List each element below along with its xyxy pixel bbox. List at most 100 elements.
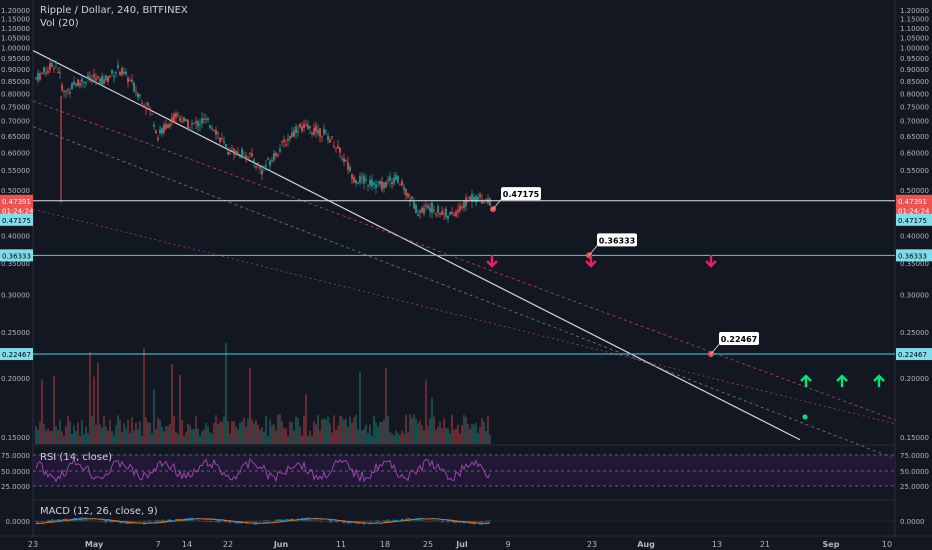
- volume-bar: [387, 415, 389, 444]
- volume-bar: [43, 423, 45, 444]
- candle-body: [465, 197, 467, 207]
- candle-body: [99, 78, 101, 84]
- candle-body: [319, 128, 321, 137]
- volume-bar: [479, 426, 481, 444]
- macd-histogram-bar: [471, 521, 473, 522]
- candle-body: [267, 158, 269, 160]
- macd-histogram-bar: [369, 521, 371, 523]
- macd-histogram-bar: [253, 521, 255, 523]
- volume-bar: [455, 428, 457, 444]
- macd-histogram-bar: [79, 519, 81, 522]
- candle-body: [463, 200, 465, 209]
- trend-lines[interactable]: [32, 50, 896, 460]
- volume-bar: [337, 425, 339, 444]
- candle-body: [245, 155, 247, 159]
- volume-bar: [205, 422, 207, 444]
- rsi-tick: 25.0000: [900, 483, 929, 491]
- candle-body: [65, 90, 67, 93]
- candle-body: [213, 129, 215, 132]
- candle-body: [317, 130, 319, 134]
- macd-histogram-bar: [335, 521, 337, 523]
- candle-body: [385, 181, 387, 188]
- volume-bar: [83, 434, 85, 444]
- volume-bar: [297, 417, 299, 444]
- macd-histogram-bar: [259, 520, 261, 522]
- macd-histogram-bar: [451, 521, 453, 523]
- volume-bar: [431, 397, 433, 444]
- volume-bar: [421, 425, 423, 444]
- macd-histogram-bar: [83, 520, 85, 522]
- volume-bar: [79, 435, 81, 444]
- candle-body: [279, 148, 281, 152]
- volume-bar: [423, 430, 425, 444]
- volume-bar: [199, 435, 201, 444]
- volume-bar: [133, 430, 135, 444]
- macd-histogram-bar: [425, 521, 427, 522]
- level-lines[interactable]: [33, 200, 895, 355]
- macd-histogram-bar: [235, 521, 237, 524]
- macd-histogram-bar: [435, 521, 437, 522]
- volume-bar: [49, 430, 51, 444]
- candle-body: [405, 188, 407, 196]
- candle-body: [475, 195, 477, 203]
- volume-bar: [109, 419, 111, 444]
- time-tick: 7: [155, 540, 160, 549]
- volume-bar: [65, 425, 67, 444]
- price-tick-left: 0.75000: [1, 104, 30, 112]
- time-tick: 14: [182, 540, 192, 549]
- macd-histogram-bar: [241, 521, 243, 523]
- candle-body: [383, 182, 385, 188]
- macd-histogram-bar: [311, 520, 313, 522]
- candle-body: [315, 125, 317, 133]
- candle-body: [473, 197, 475, 202]
- volume-bar: [363, 428, 365, 444]
- markers[interactable]: 0.47175 0.36333 0.22467: [486, 187, 885, 420]
- macd-histogram-bar: [381, 521, 383, 522]
- volume-bar: [397, 432, 399, 444]
- volume-bar: [219, 421, 221, 444]
- volume-bar: [447, 428, 449, 444]
- candle-body: [365, 179, 367, 181]
- volume-bar: [393, 435, 395, 444]
- macd-histogram-bar: [99, 521, 101, 523]
- volume-bar: [61, 431, 63, 444]
- candle-body: [221, 138, 223, 140]
- volume-bar: [209, 432, 211, 444]
- candle-body: [337, 145, 339, 149]
- candle-body: [299, 124, 301, 128]
- volume-bar: [123, 423, 125, 444]
- macd-histogram-bar: [387, 519, 389, 522]
- macd-histogram-bar: [273, 520, 275, 522]
- macd-histogram-bar: [159, 520, 161, 522]
- macd-histogram-bar: [303, 519, 305, 522]
- candle-body: [399, 183, 401, 185]
- macd-histogram-bar: [93, 520, 95, 522]
- time-axis[interactable]: 23 May 7 14 22 Jun 11 18 25 Jul 9 23 Aug 13 21 Sep 10: [28, 540, 892, 549]
- macd-histogram-bar: [95, 520, 97, 522]
- volume-bar: [147, 422, 149, 444]
- price-tick-left: 1.15000: [1, 16, 30, 24]
- time-tick: 13: [712, 540, 722, 549]
- macd-histogram-bar: [217, 521, 219, 523]
- volume-bar: [265, 415, 267, 444]
- candle-body: [363, 175, 365, 184]
- candle-body: [333, 146, 335, 148]
- volume-bar: [231, 421, 233, 444]
- macd-histogram-bar: [47, 519, 49, 522]
- candle-body: [369, 179, 371, 186]
- volume-bar: [487, 415, 489, 444]
- macd-histogram-bar: [447, 521, 449, 523]
- descending-trendline: [32, 50, 801, 441]
- candle-body: [377, 181, 379, 183]
- volume-bar: [67, 416, 69, 444]
- volume-bar: [135, 422, 137, 444]
- volume-bar: [207, 426, 209, 444]
- candle-body: [227, 151, 229, 155]
- candle-body: [189, 129, 191, 131]
- candle-body: [303, 124, 305, 129]
- candle-body: [447, 216, 449, 219]
- price-tick-left: 0.15000: [1, 434, 30, 442]
- rsi-tick-left: 25.0000: [1, 483, 30, 491]
